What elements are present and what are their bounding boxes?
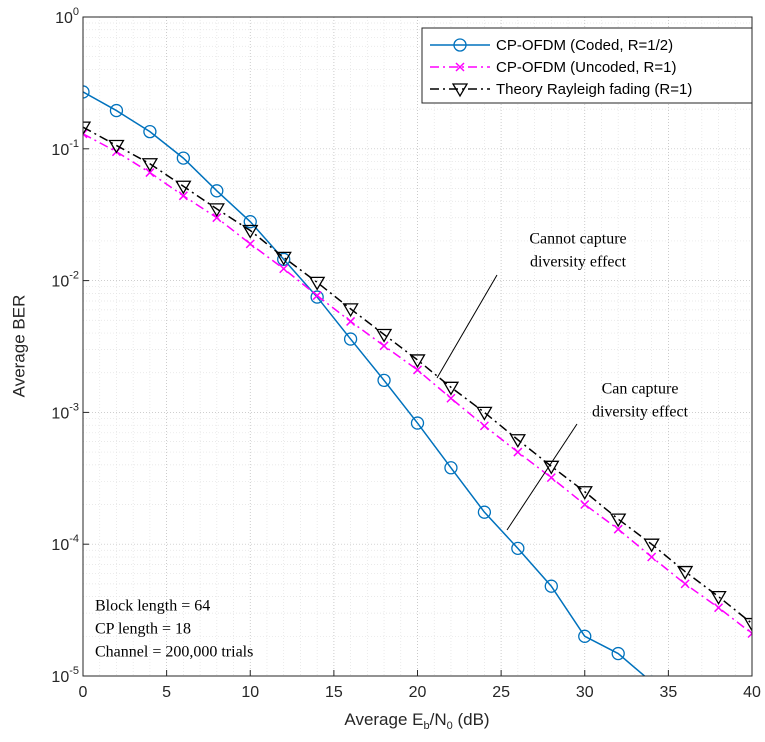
marker <box>455 62 465 72</box>
annotation-line <box>436 274 498 379</box>
marker <box>83 129 88 139</box>
marker <box>543 460 560 475</box>
marker <box>647 552 657 562</box>
y-tick-label: 10-1​ <box>51 138 79 159</box>
x-tick-label: 25 <box>492 684 510 701</box>
marker <box>648 675 655 676</box>
marker <box>141 158 159 173</box>
marker <box>409 354 426 369</box>
marker <box>245 239 255 249</box>
plot-area <box>83 17 752 676</box>
marker <box>377 373 391 388</box>
annotation-line <box>506 423 578 531</box>
x-tick-label: 20 <box>409 684 427 701</box>
y-tick-label: 100​ <box>55 6 79 27</box>
marker <box>346 316 356 326</box>
y-axis-label: Average BER <box>9 295 28 398</box>
marker <box>279 264 289 274</box>
marker <box>178 191 188 201</box>
marker <box>310 290 324 304</box>
marker <box>379 341 389 351</box>
marker <box>175 180 192 195</box>
marker <box>143 124 157 139</box>
legend-label: CP-OFDM (Coded, R=1/2) <box>496 37 673 54</box>
marker <box>710 590 727 605</box>
marker <box>446 393 456 403</box>
marker <box>108 139 125 154</box>
marker <box>83 85 90 99</box>
annotations: Cannot capture diversity effect Can captur… <box>95 231 689 661</box>
marker <box>509 434 526 449</box>
series-line <box>83 91 646 676</box>
x-tick-label: 15 <box>325 684 343 701</box>
annotation-text: Can capture <box>602 381 679 398</box>
info-text: Channel = 200,000 trials <box>95 644 253 661</box>
x-tick-label: 5 <box>162 684 171 701</box>
marker <box>83 121 92 136</box>
marker <box>714 603 724 613</box>
series-layer <box>83 85 752 676</box>
marker <box>145 168 155 178</box>
y-tick-label: 10-2​ <box>51 270 79 291</box>
marker <box>610 513 627 528</box>
y-tick-label: 10-4​ <box>51 533 79 554</box>
marker <box>451 83 469 98</box>
marker <box>476 406 493 421</box>
marker <box>212 213 222 223</box>
marker <box>275 251 292 266</box>
marker <box>208 203 225 218</box>
legend-label: CP-OFDM (Uncoded, R=1) <box>496 59 676 76</box>
annotation-text: diversity effect <box>530 254 627 271</box>
x-tick-label: 30 <box>576 684 594 701</box>
marker <box>243 215 257 229</box>
legend: CP-OFDM (Coded, R=1/2) CP-OFDM (Uncoded, … <box>421 27 753 104</box>
legend-box <box>421 27 753 104</box>
marker <box>513 447 523 457</box>
marker <box>176 151 191 165</box>
x-tick-label: 0 <box>79 684 88 701</box>
info-text: CP length = 18 <box>95 621 191 638</box>
marker <box>210 184 224 198</box>
marker <box>743 617 752 632</box>
marker <box>643 538 660 553</box>
marker <box>747 629 752 639</box>
legend-label: Theory Rayleigh fading (R=1) <box>496 81 692 98</box>
marker <box>580 499 590 510</box>
marker <box>479 421 489 431</box>
marker <box>242 224 259 239</box>
marker <box>546 473 556 483</box>
y-tick-label: 10-5​ <box>51 665 79 686</box>
marker <box>544 579 558 593</box>
x-tick-label: 35 <box>659 684 677 701</box>
x-tick-label: 40 <box>743 684 761 701</box>
ticks: 0 5 10 15 20 25 30 35 40 10-5​ 10-4​ 10-3​ 10-2​ 10-1… <box>51 6 761 701</box>
marker <box>343 332 358 346</box>
y-tick-label: 10-3​ <box>51 401 79 422</box>
marker <box>412 365 423 375</box>
marker <box>342 303 359 318</box>
info-text: Block length = 64 <box>95 598 210 615</box>
marker <box>613 524 623 534</box>
marker <box>576 486 593 501</box>
marker <box>410 416 425 430</box>
marker <box>453 38 467 52</box>
series-line <box>83 126 752 625</box>
marker <box>578 629 592 643</box>
x-axis-label: Average Eb​/N0​ (dB) <box>344 710 489 731</box>
x-tick-label: 10 <box>241 684 259 701</box>
marker <box>442 381 460 396</box>
marker <box>309 276 326 291</box>
marker <box>375 328 393 343</box>
marker <box>611 646 625 661</box>
marker <box>312 291 322 301</box>
annotation-text: diversity effect <box>592 404 689 421</box>
marker <box>676 565 694 580</box>
marker <box>477 505 492 519</box>
marker <box>680 579 690 589</box>
marker <box>511 541 525 556</box>
annotation-text: Cannot capture <box>529 231 626 248</box>
marker <box>109 103 124 118</box>
marker <box>444 461 458 475</box>
